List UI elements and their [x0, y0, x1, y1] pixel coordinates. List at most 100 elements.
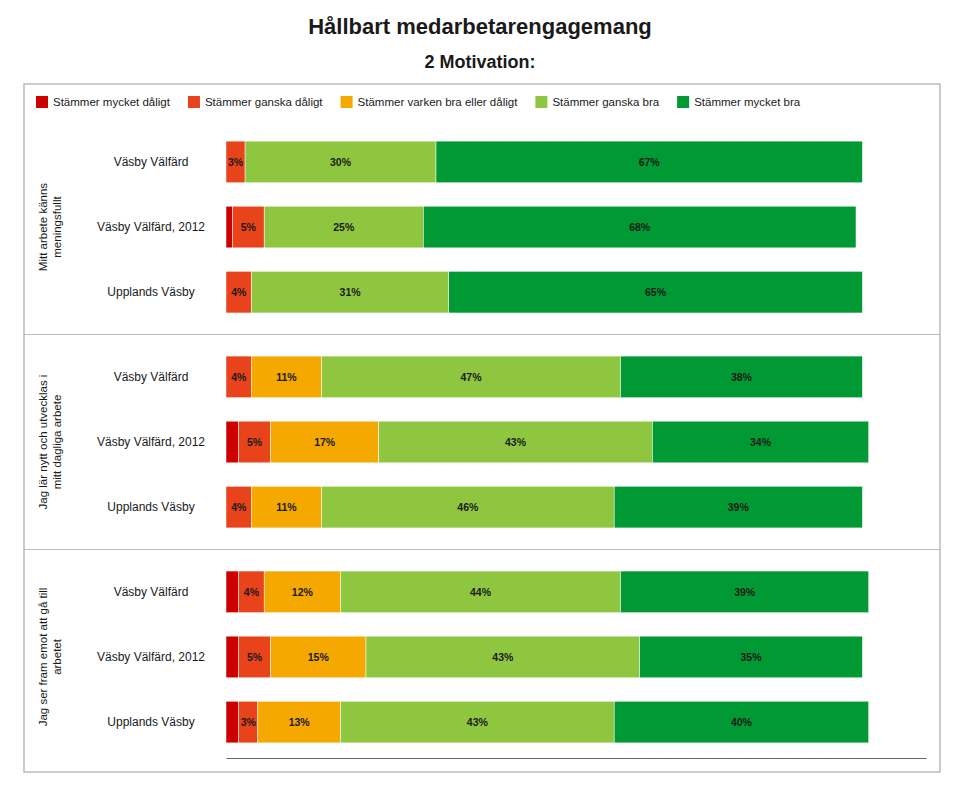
bar: [264, 206, 423, 248]
row-label: Upplands Väsby: [107, 500, 194, 514]
data-label: 11%: [276, 371, 297, 383]
data-label: 68%: [629, 221, 651, 233]
series: [423, 141, 868, 743]
subtitle: 2 Motivation:: [425, 52, 536, 72]
data-label: 35%: [740, 651, 762, 663]
data-label: 38%: [731, 371, 753, 383]
series: [226, 141, 271, 743]
group-label: Mitt arbete kännsmeningsfullt: [37, 183, 62, 271]
bar: [341, 571, 621, 613]
bar: [239, 701, 258, 743]
data-label: 4%: [231, 286, 247, 298]
group-separator: [24, 334, 940, 335]
data-label: 3%: [241, 716, 257, 728]
bar: [640, 636, 863, 678]
bar: [239, 421, 271, 463]
bar: [251, 271, 448, 313]
bar: [226, 141, 245, 183]
row-label: Väsby Välfärd, 2012: [97, 650, 205, 664]
bar: [271, 421, 379, 463]
data-label: 30%: [330, 156, 352, 168]
legend-item: Stämmer mycket bra: [677, 96, 801, 108]
bar: [251, 486, 321, 528]
bar: [226, 486, 251, 528]
legend-swatch: [677, 96, 689, 108]
group-label: Jag ser fram emot att gå tillarbetet: [37, 588, 62, 727]
bar: [239, 571, 264, 613]
bar: [226, 206, 232, 248]
data-label: 67%: [639, 156, 661, 168]
bar: [366, 636, 640, 678]
data-label: 17%: [314, 436, 336, 448]
bar: [226, 701, 239, 743]
row-label: Väsby Välfärd, 2012: [97, 435, 205, 449]
data-label: 3%: [228, 156, 244, 168]
bar: [251, 356, 321, 398]
bar: [614, 701, 869, 743]
group-separator: [24, 549, 940, 550]
data-label: 39%: [734, 586, 756, 598]
bars: [226, 141, 869, 743]
group-label: Jag lär nytt och utvecklas imitt dagliga…: [37, 375, 62, 510]
data-label: 34%: [750, 436, 772, 448]
legend-item: Stämmer mycket dåligt: [36, 96, 171, 108]
bar: [652, 421, 868, 463]
title: Hållbart medarbetarengagemang: [308, 14, 652, 39]
bar: [436, 141, 862, 183]
bar: [341, 701, 615, 743]
legend-swatch: [36, 96, 48, 108]
data-label: 43%: [467, 716, 489, 728]
bar: [449, 271, 863, 313]
bar: [226, 271, 251, 313]
row-label: Väsby Välfärd: [114, 585, 189, 599]
data-label: 13%: [289, 716, 311, 728]
data-label: 15%: [308, 651, 330, 663]
legend: Stämmer mycket dåligt Stämmer ganska dåli…: [36, 96, 801, 108]
row-label: Väsby Välfärd: [114, 370, 189, 384]
legend-swatch: [188, 96, 200, 108]
legend-label: Stämmer mycket bra: [694, 96, 801, 108]
data-label: 25%: [333, 221, 355, 233]
data-label: 5%: [247, 651, 263, 663]
data-label: 5%: [241, 221, 257, 233]
bar: [226, 636, 239, 678]
data-label: 5%: [247, 436, 263, 448]
legend-item: Stämmer ganska dåligt: [188, 96, 323, 108]
legend-label: Stämmer ganska dåligt: [205, 96, 323, 108]
bar: [226, 356, 251, 398]
data-label: 4%: [231, 371, 247, 383]
row-label: Väsby Välfärd: [114, 155, 189, 169]
data-label: 31%: [340, 286, 362, 298]
bar: [321, 356, 620, 398]
bar: [423, 206, 856, 248]
row-label: Väsby Välfärd, 2012: [97, 220, 205, 234]
data-labels: 3%5%4%4%5%4%4%5%3%11%17%11%12%15%13%30%2…: [228, 156, 772, 728]
series: [251, 356, 378, 743]
data-label: 40%: [731, 716, 753, 728]
chart: Hållbart medarbetarengagemang 2 Motivatio…: [0, 0, 960, 802]
legend-swatch: [341, 96, 353, 108]
bar: [226, 571, 239, 613]
bar: [271, 636, 366, 678]
data-label: 46%: [457, 501, 479, 513]
x-axis-line: [227, 758, 927, 759]
bar: [614, 486, 862, 528]
legend-label: Stämmer varken bra eller dåligt: [358, 96, 519, 108]
bar: [258, 701, 341, 743]
bar: [379, 421, 653, 463]
bar: [239, 636, 271, 678]
bar: [245, 141, 436, 183]
data-label: 39%: [728, 501, 750, 513]
bar: [321, 486, 614, 528]
data-label: 43%: [505, 436, 527, 448]
data-label: 43%: [492, 651, 514, 663]
data-label: 65%: [645, 286, 667, 298]
data-label: 4%: [244, 586, 260, 598]
legend-label: Stämmer ganska bra: [552, 96, 659, 108]
bar: [621, 571, 869, 613]
row-label: Upplands Väsby: [107, 715, 194, 729]
bar: [232, 206, 264, 248]
x-axis: [227, 758, 927, 759]
data-label: 4%: [231, 501, 247, 513]
legend-swatch: [535, 96, 547, 108]
